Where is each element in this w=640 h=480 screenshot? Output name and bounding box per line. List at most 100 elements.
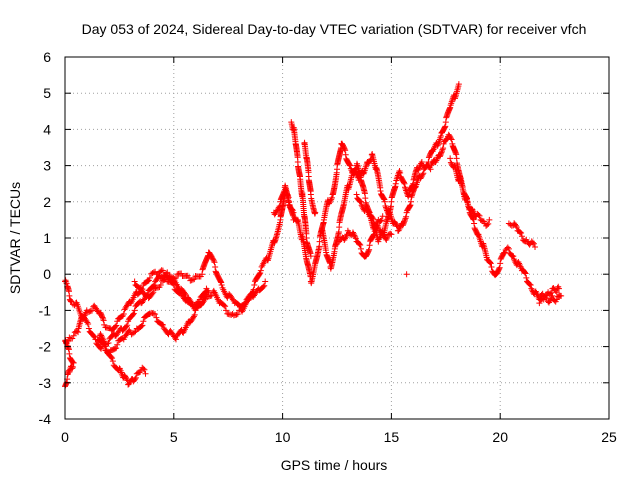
data-point [98, 313, 105, 320]
data-point [400, 221, 407, 228]
data-point [471, 225, 478, 232]
data-point [114, 341, 121, 348]
data-point [150, 289, 157, 296]
data-point [66, 334, 73, 341]
data-point [233, 311, 240, 318]
data-point [130, 311, 136, 318]
data-point [357, 241, 364, 248]
data-point [85, 325, 92, 332]
data-point [218, 279, 225, 286]
data-point [370, 232, 377, 239]
data-series [505, 220, 539, 251]
data-point [457, 177, 464, 184]
data-point [341, 236, 348, 243]
x-tick-label: 10 [275, 429, 291, 445]
data-point [124, 322, 131, 329]
data-series [336, 222, 395, 260]
data-point [342, 147, 349, 154]
data-point [203, 285, 210, 292]
data-point [357, 245, 364, 252]
data-point [401, 180, 408, 187]
data-series [536, 292, 565, 307]
data-point [120, 311, 127, 318]
data-point [353, 191, 360, 198]
data-point [67, 297, 74, 304]
data-point [138, 323, 145, 330]
data-point [554, 285, 561, 292]
data-point [100, 315, 107, 322]
data-point [221, 302, 228, 309]
data-point [474, 231, 481, 238]
data-point [387, 230, 394, 237]
data-point [99, 339, 106, 346]
data-point [518, 233, 525, 240]
data-point [356, 241, 363, 248]
data-series [301, 139, 319, 217]
data-point [190, 313, 197, 320]
data-point [138, 285, 145, 292]
data-point [66, 292, 73, 299]
data-point [153, 314, 160, 321]
data-point [442, 123, 449, 130]
data-point [234, 311, 241, 318]
data-series [447, 155, 493, 229]
data-point [365, 248, 372, 255]
y-tick-label: -2 [39, 339, 52, 355]
data-point [447, 159, 454, 166]
data-point [526, 241, 533, 248]
data-point [504, 244, 511, 251]
data-point [209, 255, 216, 262]
data-point [108, 354, 115, 361]
data-point [191, 311, 198, 318]
y-tick-label: 2 [43, 194, 51, 210]
data-point [218, 282, 225, 289]
data-point [131, 329, 138, 336]
data-point [526, 280, 533, 287]
data-point [212, 263, 219, 270]
data-point [508, 252, 515, 259]
data-point [440, 145, 447, 152]
data-point [149, 290, 156, 297]
data-point [382, 235, 389, 242]
data-point [437, 150, 444, 157]
data-point [347, 162, 354, 169]
data-point [211, 259, 218, 266]
data-point [486, 216, 493, 223]
data-series [353, 191, 386, 228]
data-point [381, 198, 388, 205]
x-tick-label: 5 [170, 429, 178, 445]
data-point [383, 206, 390, 213]
data-point [142, 370, 149, 377]
data-point [487, 260, 494, 267]
data-point [98, 312, 105, 319]
data-point [210, 256, 217, 263]
data-point [379, 213, 386, 220]
data-point [463, 194, 470, 201]
data-point [458, 179, 465, 186]
data-point [406, 203, 413, 210]
data-point [555, 285, 562, 292]
data-point [182, 292, 189, 299]
data-point [404, 192, 411, 199]
data-point [97, 331, 104, 338]
data-point [436, 153, 443, 160]
data-point [261, 282, 268, 289]
data-point [513, 224, 520, 231]
data-point [456, 175, 463, 182]
data-point [437, 152, 444, 159]
data-point [400, 179, 407, 186]
data-point [188, 277, 195, 284]
data-point [195, 301, 202, 308]
data-point [529, 239, 536, 246]
data-point [377, 218, 384, 225]
data-point [530, 240, 537, 247]
data-point [181, 290, 188, 297]
data-point [517, 229, 524, 236]
data-point [388, 231, 395, 238]
data-point [447, 134, 454, 141]
data-point [438, 148, 445, 155]
y-tick-label: 4 [43, 121, 51, 137]
data-point [122, 374, 129, 381]
x-axis-label: GPS time / hours [281, 457, 388, 473]
